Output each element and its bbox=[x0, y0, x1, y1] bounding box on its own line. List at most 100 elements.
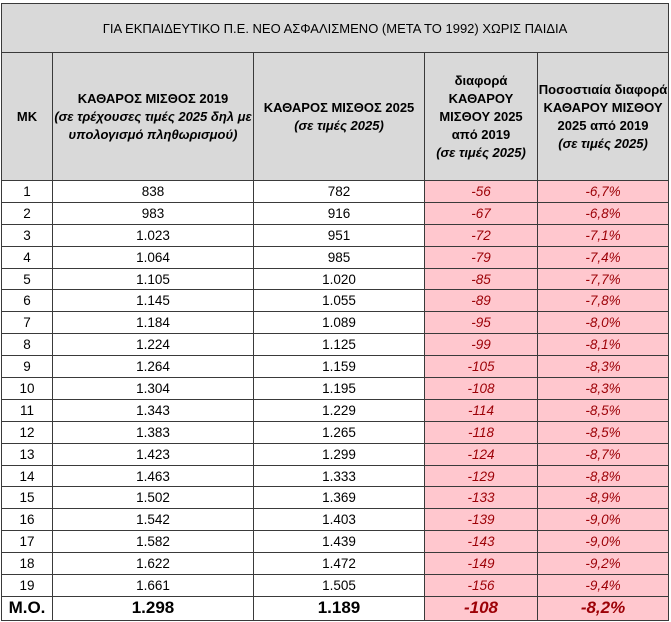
cell: 9 bbox=[1, 355, 53, 379]
cell: 1.542 bbox=[52, 508, 254, 532]
cell: 1.159 bbox=[253, 355, 425, 379]
cell: -8,2% bbox=[536, 595, 670, 621]
cell: 1.224 bbox=[52, 333, 254, 357]
cell: -7,8% bbox=[536, 289, 670, 313]
cell: -95 bbox=[424, 311, 538, 335]
cell: -156 bbox=[424, 574, 538, 597]
cell: -149 bbox=[424, 552, 538, 576]
cell: 11 bbox=[1, 398, 53, 422]
cell: -9,4% bbox=[536, 574, 670, 597]
table-row: 18 1.622 1.472 -149 -9,2% bbox=[1, 552, 670, 576]
table-row: 12 1.383 1.265 -118 -8,5% bbox=[1, 420, 670, 444]
table-title: ΓΙΑ ΕΚΠΑΙΔΕΥΤΙΚΟ Π.Ε. ΝΕΟ ΑΣΦΑΛΙΣΜΕΝΟ (Μ… bbox=[0, 3, 670, 53]
cell: 1.403 bbox=[253, 508, 425, 532]
cell: 2 bbox=[1, 201, 53, 225]
table-row: 2 983 916 -67 -6,8% bbox=[1, 201, 670, 225]
cell: -105 bbox=[424, 355, 538, 379]
table-row: 9 1.264 1.159 -105 -8,3% bbox=[1, 355, 670, 379]
cell: -118 bbox=[424, 420, 538, 444]
cell: 8 bbox=[1, 333, 53, 357]
table-row: 13 1.423 1.299 -124 -8,7% bbox=[1, 442, 670, 466]
cell: 1.423 bbox=[52, 442, 254, 466]
cell: -8,0% bbox=[536, 311, 670, 335]
cell: 1.089 bbox=[253, 311, 425, 335]
cell: -143 bbox=[424, 530, 538, 554]
cell: -8,1% bbox=[536, 333, 670, 357]
cell: 4 bbox=[1, 245, 53, 269]
cell: 782 bbox=[253, 180, 425, 203]
table-row: 8 1.224 1.125 -99 -8,1% bbox=[1, 333, 670, 357]
cell: 1.622 bbox=[52, 552, 254, 576]
cell: -9,0% bbox=[536, 508, 670, 532]
cell: 1.472 bbox=[253, 552, 425, 576]
cell: 985 bbox=[253, 245, 425, 269]
cell: 1.229 bbox=[253, 398, 425, 422]
table-row: 3 1.023 951 -72 -7,1% bbox=[1, 223, 670, 247]
cell: -8,7% bbox=[536, 442, 670, 466]
cell: 18 bbox=[1, 552, 53, 576]
cell: -89 bbox=[424, 289, 538, 313]
cell: Μ.Ο. bbox=[1, 595, 53, 621]
header-main: ΚΑΘΑΡΟΣ ΜΙΣΘΟΣ 2025 bbox=[263, 99, 415, 115]
cell: -99 bbox=[424, 333, 538, 357]
cell: -8,9% bbox=[536, 486, 670, 510]
cell: 1.299 bbox=[253, 442, 425, 466]
cell: -7,1% bbox=[536, 223, 670, 247]
cell: 1.125 bbox=[253, 333, 425, 357]
cell: -8,3% bbox=[536, 355, 670, 379]
column-header: ΚΑΘΑΡΟΣ ΜΙΣΘΟΣ 2025 (σε τιμές 2025) bbox=[253, 52, 425, 181]
header-main: ΚΑΘΑΡΟΣ ΜΙΣΘΟΣ 2019 bbox=[77, 90, 229, 106]
cell: -67 bbox=[424, 201, 538, 225]
cell: 5 bbox=[1, 267, 53, 291]
cell: 1.298 bbox=[52, 595, 254, 621]
cell: 1 bbox=[1, 180, 53, 203]
salary-table: ΓΙΑ ΕΚΠΑΙΔΕΥΤΙΚΟ Π.Ε. ΝΕΟ ΑΣΦΑΛΙΣΜΕΝΟ (Μ… bbox=[0, 3, 670, 621]
cell: -6,8% bbox=[536, 201, 670, 225]
cell: 1.145 bbox=[52, 289, 254, 313]
table-row: 10 1.304 1.195 -108 -8,3% bbox=[1, 377, 670, 400]
table-row: 11 1.343 1.229 -114 -8,5% bbox=[1, 398, 670, 422]
table-row: 6 1.145 1.055 -89 -7,8% bbox=[1, 289, 670, 313]
cell: -8,5% bbox=[536, 420, 670, 444]
cell: 14 bbox=[1, 464, 53, 488]
cell: -56 bbox=[424, 180, 538, 203]
cell: 13 bbox=[1, 442, 53, 466]
table-row: 4 1.064 985 -79 -7,4% bbox=[1, 245, 670, 269]
cell: 1.439 bbox=[253, 530, 425, 554]
column-header: διαφορά ΚΑΘΑΡΟΥ ΜΙΣΘΟΥ 2025 από 2019 (σε … bbox=[424, 52, 538, 181]
cell: 19 bbox=[1, 574, 53, 597]
header-main: διαφορά ΚΑΘΑΡΟΥ ΜΙΣΘΟΥ 2025 από 2019 bbox=[439, 72, 523, 142]
table-row: 1 838 782 -56 -6,7% bbox=[1, 180, 670, 203]
cell: 1.184 bbox=[52, 311, 254, 335]
cell: -8,3% bbox=[536, 377, 670, 400]
cell: -6,7% bbox=[536, 180, 670, 203]
cell: -9,0% bbox=[536, 530, 670, 554]
header-sub: (σε τιμές 2025) bbox=[294, 117, 384, 133]
table-row: 15 1.502 1.369 -133 -8,9% bbox=[1, 486, 670, 510]
cell: 1.369 bbox=[253, 486, 425, 510]
cell: 1.020 bbox=[253, 267, 425, 291]
header-sub: (σε τρέχουσες τιμές 2025 δηλ με υπολογισ… bbox=[54, 108, 252, 142]
cell: 1.265 bbox=[253, 420, 425, 444]
cell: 983 bbox=[52, 201, 254, 225]
cell: 1.264 bbox=[52, 355, 254, 379]
cell: 16 bbox=[1, 508, 53, 532]
table-row: 16 1.542 1.403 -139 -9,0% bbox=[1, 508, 670, 532]
column-header: Ποσοστιαία διαφορά ΚΑΘΑΡΟΥ ΜΙΣΘΟΥ 2025 α… bbox=[536, 52, 670, 181]
column-header: ΜΚ bbox=[1, 52, 53, 181]
cell: 1.064 bbox=[52, 245, 254, 269]
cell: 17 bbox=[1, 530, 53, 554]
cell: -72 bbox=[424, 223, 538, 247]
cell: 1.383 bbox=[52, 420, 254, 444]
cell: 10 bbox=[1, 377, 53, 400]
cell: 1.195 bbox=[253, 377, 425, 400]
table-row: 5 1.105 1.020 -85 -7,7% bbox=[1, 267, 670, 291]
cell: 12 bbox=[1, 420, 53, 444]
cell: 1.505 bbox=[253, 574, 425, 597]
cell: -129 bbox=[424, 464, 538, 488]
cell: -7,4% bbox=[536, 245, 670, 269]
cell: 1.304 bbox=[52, 377, 254, 400]
cell: 1.055 bbox=[253, 289, 425, 313]
cell: -8,8% bbox=[536, 464, 670, 488]
column-header: ΚΑΘΑΡΟΣ ΜΙΣΘΟΣ 2019 (σε τρέχουσες τιμές 2… bbox=[52, 52, 254, 181]
